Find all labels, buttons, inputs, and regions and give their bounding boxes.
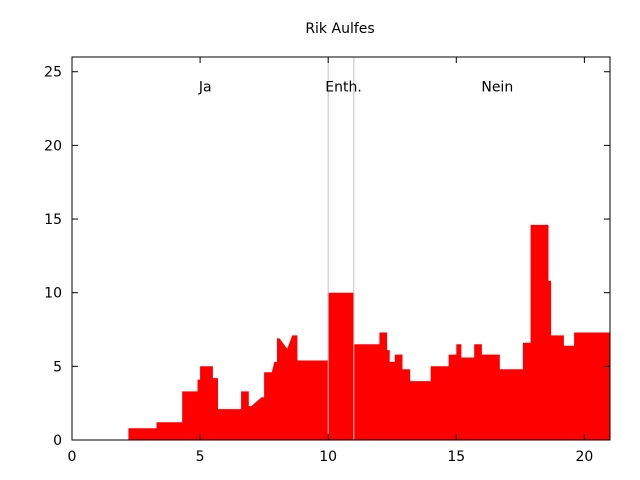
annotations: Ja Enth. Nein: [198, 79, 513, 95]
y-tick-label: 0: [53, 433, 62, 449]
y-axis: 0 5 10 15 20 25: [44, 65, 610, 449]
x-tick-label: 15: [447, 449, 465, 465]
x-tick-label: 20: [575, 449, 593, 465]
x-tick-label: 10: [319, 449, 337, 465]
y-tick-label: 20: [44, 138, 62, 154]
annotation-label: Ja: [198, 79, 212, 95]
y-tick-label: 5: [53, 359, 62, 375]
plot-frame: [71, 56, 611, 441]
annotation-label: Nein: [481, 79, 513, 95]
y-tick-label: 25: [44, 65, 62, 81]
x-tick-label: 0: [68, 449, 77, 465]
series-area-0: [72, 224, 610, 440]
chart-title: Rik Aulfes: [305, 21, 374, 37]
annotation-label: Enth.: [325, 79, 362, 95]
divider-lines: [327, 57, 355, 440]
plot-area: [72, 224, 610, 440]
y-tick-label: 10: [44, 286, 62, 302]
y-tick-label: 15: [44, 212, 62, 228]
x-tick-label: 5: [196, 449, 205, 465]
x-axis: 0 5 10 15 20: [68, 57, 593, 465]
